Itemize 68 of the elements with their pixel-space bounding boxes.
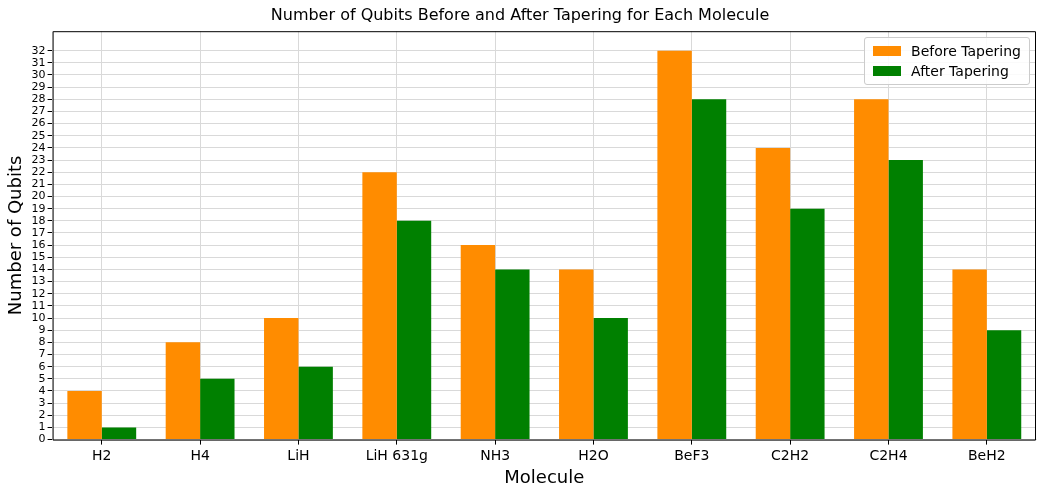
y-tick-label: 22	[31, 165, 46, 179]
bar	[362, 172, 397, 440]
y-tick-label: 2	[38, 408, 46, 422]
bar	[460, 245, 496, 440]
bar	[657, 50, 692, 440]
y-tick-label: 32	[31, 43, 46, 57]
y-tick-label: 31	[31, 55, 46, 69]
bar	[396, 220, 432, 440]
y-tick-label: 14	[31, 262, 46, 276]
bar	[691, 99, 727, 440]
y-tick-label: 6	[38, 359, 46, 373]
bar	[264, 318, 299, 440]
bar	[593, 318, 628, 440]
x-tick-label: LiH 631g	[365, 446, 428, 463]
bar	[755, 147, 791, 440]
y-tick-label: 10	[31, 310, 46, 324]
y-tick-label: 5	[38, 371, 46, 385]
y-tick-label: 8	[38, 335, 46, 349]
x-tick-label: BeF3	[674, 446, 710, 463]
x-tick-label: C2H2	[771, 446, 810, 463]
y-tick-label: 7	[38, 347, 46, 361]
y-tick-label: 4	[38, 383, 46, 397]
y-tick-label: 18	[31, 213, 46, 227]
y-tick-label: 27	[31, 104, 46, 118]
x-tick-label: BeH2	[968, 446, 1006, 463]
y-axis-title: Number of Qubits	[4, 155, 26, 316]
bar	[298, 366, 333, 440]
bar	[888, 160, 923, 440]
y-tick-label: 23	[31, 152, 46, 166]
bar	[952, 269, 987, 440]
legend-label: Before Tapering	[911, 43, 1021, 60]
bar	[495, 269, 530, 440]
x-tick-label: H2	[92, 446, 112, 463]
y-tick-label: 17	[31, 225, 46, 239]
y-tick-label: 12	[31, 286, 46, 300]
y-tick-label: 16	[31, 237, 46, 251]
x-tick-label: LiH	[287, 446, 310, 463]
y-tick-label: 0	[38, 432, 46, 446]
y-tick-label: 21	[31, 177, 46, 191]
y-tick-label: 19	[31, 201, 46, 215]
y-tick-label: 20	[31, 189, 46, 203]
y-tick-label: 9	[38, 323, 46, 337]
y-tick-label: 25	[31, 128, 46, 142]
x-tick-label: H4	[190, 446, 210, 463]
x-axis-title: Molecule	[504, 465, 585, 487]
y-tick-label: 24	[31, 140, 46, 154]
chart-title: Number of Qubits Before and After Tapering for Each Molecule	[270, 4, 770, 24]
y-tick-label: 29	[31, 79, 46, 93]
y-tick-label: 30	[31, 67, 46, 81]
bar	[790, 208, 825, 440]
bar	[559, 269, 594, 440]
bar	[854, 99, 889, 440]
bar	[101, 427, 137, 440]
bar	[165, 342, 201, 440]
bar	[986, 330, 1022, 440]
y-tick-label: 13	[31, 274, 46, 288]
y-tick-label: 11	[31, 298, 46, 312]
x-tick-label: NH3	[480, 446, 511, 463]
bar	[67, 390, 102, 440]
x-tick-label: H2O	[578, 446, 609, 463]
x-tick-label: C2H4	[869, 446, 908, 463]
y-tick-label: 3	[38, 396, 46, 409]
y-tick-label: 15	[31, 250, 46, 264]
legend-label: After Tapering	[911, 63, 1009, 80]
y-tick-label: 1	[38, 420, 46, 434]
bar	[200, 378, 235, 440]
y-tick-label: 28	[31, 92, 46, 106]
y-tick-label: 26	[31, 116, 46, 130]
